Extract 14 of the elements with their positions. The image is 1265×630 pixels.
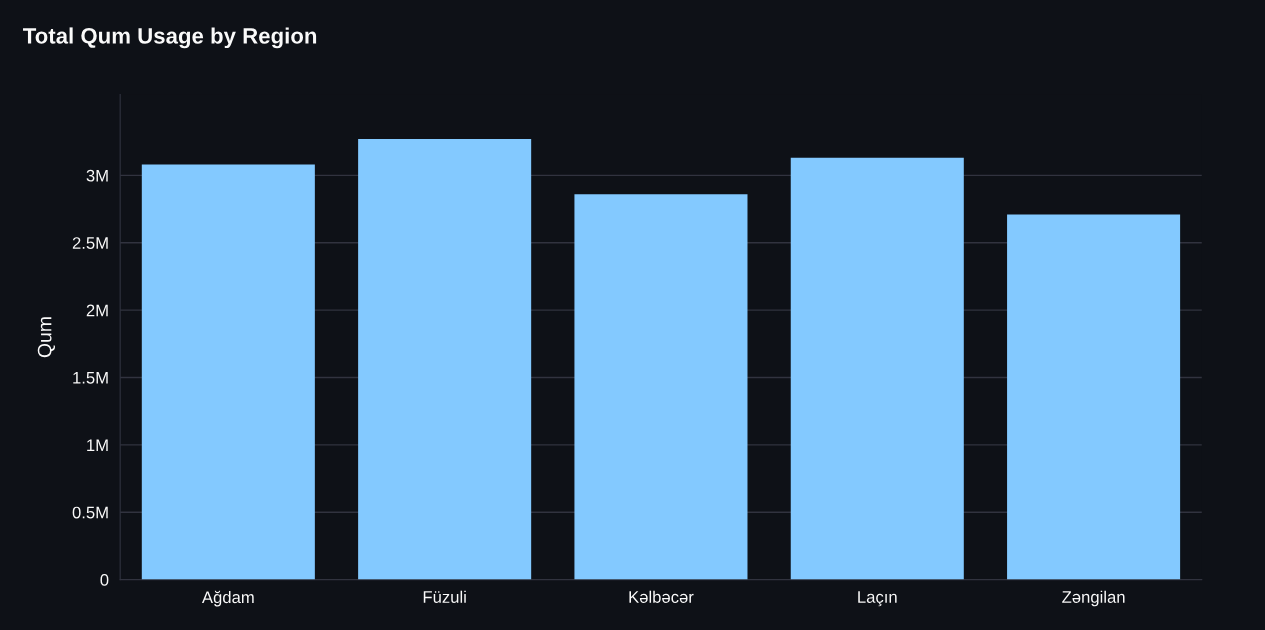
y-tick-label: 0	[100, 574, 109, 586]
y-tick-label: 3M	[86, 169, 108, 182]
y-tick-label: 2M	[86, 304, 108, 317]
x-tick-label: Ağdam	[201, 590, 254, 607]
y-tick-label: 2.5M	[72, 237, 108, 249]
y-tick-label: 0.5M	[72, 506, 108, 519]
x-tick-label: Kəlbəcər	[629, 590, 694, 603]
x-tick-label: Füzuli	[423, 590, 466, 603]
y-axis-title: Qum	[37, 317, 55, 358]
y-tick-label: 1.5M	[73, 372, 108, 384]
x-tick-label: Laçın	[858, 591, 897, 607]
chart-title: Total Qum Usage by Region	[23, 27, 317, 49]
x-tick-label: Zəngilan	[1062, 590, 1125, 607]
y-tick-label: 1M	[87, 439, 108, 451]
